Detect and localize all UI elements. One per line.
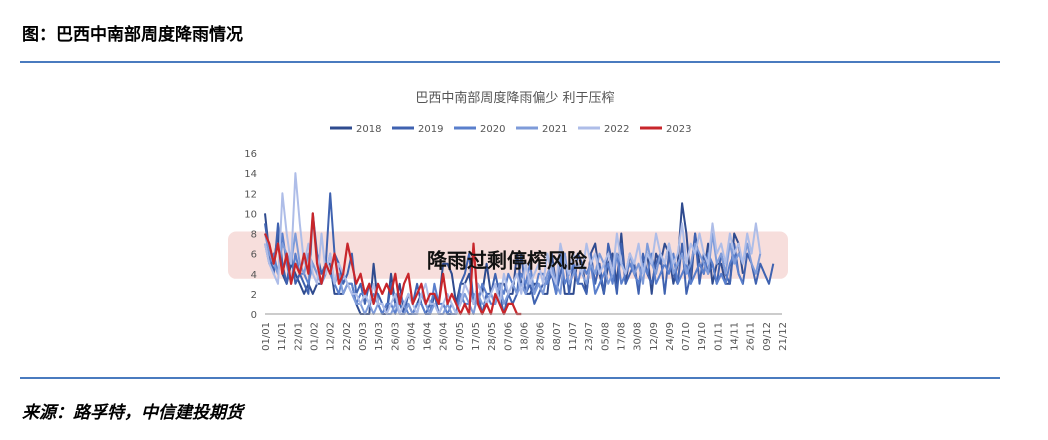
y-tick-label: 2 [251,290,257,301]
series-line-2023 [263,212,522,316]
chart-legend: 2018 2019 2020 2021 2022 2023 [330,124,691,135]
x-tick-label: 12/02 [326,322,337,351]
legend-label-2021: 2021 [542,124,567,135]
y-tick-label: 14 [244,169,257,180]
x-tick-label: 28/06 [536,322,547,351]
x-tick-label: 01/11 [713,322,724,351]
x-tick-label: 07/10 [681,322,692,351]
y-tick-label: 10 [244,209,257,220]
x-tick-label: 11/07 [568,322,579,351]
x-tick-label: 24/09 [665,322,676,351]
y-tick-label: 4 [251,270,257,281]
legend-label-2018: 2018 [356,124,381,135]
x-tick-label: 22/02 [342,322,353,351]
x-tick-label: 08/07 [552,322,563,351]
x-tick-label: 11/01 [277,322,288,351]
source-note: 来源：路孚特，中信建投期货 [22,403,243,423]
legend-label-2019: 2019 [418,124,443,135]
x-tick-label: 23/07 [584,322,595,351]
x-tick-label: 01/02 [309,322,320,351]
rainfall-chart: 巴西中南部周度降雨偏少 利于压榨 2018 2019 2020 2021 2022 202… [228,90,789,351]
x-tick-label: 18/06 [520,322,531,351]
legend-label-2020: 2020 [480,124,505,135]
y-tick-label: 6 [251,250,257,261]
x-tick-label: 17/05 [471,322,482,351]
annotation-text: 降雨过剩停榨风险 [427,249,588,273]
x-tick-label: 05/08 [600,322,611,351]
y-tick-label: 0 [251,310,257,321]
x-tick-label: 07/06 [503,322,514,351]
figure-title: 图：巴西中南部周度降雨情况 [22,25,243,45]
x-tick-label: 30/08 [633,322,644,351]
y-tick-label: 16 [244,149,257,160]
series-line-2022 [264,172,762,315]
x-tick-label: 16/04 [423,322,434,351]
legend-label-2022: 2022 [604,124,629,135]
x-axis: 01/01 11/01 22/01 01/02 12/02 22/02 05/03 15/03… [261,322,789,351]
x-tick-label: 26/11 [746,322,757,351]
x-tick-label: 15/03 [374,322,385,351]
y-tick-label: 8 [251,230,257,241]
x-tick-label: 05/03 [358,322,369,351]
x-tick-label: 28/05 [487,322,498,351]
y-axis: 0 2 4 6 8 10 12 14 16 [244,149,782,321]
series-layer [263,172,775,316]
x-tick-label: 09/12 [762,322,773,351]
x-tick-label: 01/01 [261,322,272,351]
top-divider [20,61,1000,63]
x-tick-label: 07/05 [455,322,466,351]
x-tick-label: 26/03 [390,322,401,351]
x-tick-label: 22/01 [293,322,304,351]
x-tick-label: 17/08 [616,322,627,351]
x-tick-label: 05/04 [406,322,417,351]
x-tick-label: 14/11 [730,322,741,351]
x-tick-label: 19/10 [697,322,708,351]
legend-label-2023: 2023 [666,124,691,135]
bottom-divider [20,377,1000,379]
y-tick-label: 12 [244,189,257,200]
series-line-2019 [264,192,775,315]
x-tick-label: 26/04 [439,322,450,351]
chart-title: 巴西中南部周度降雨偏少 利于压榨 [415,90,614,106]
x-tick-label: 21/12 [778,322,789,351]
x-tick-label: 12/09 [649,322,660,351]
